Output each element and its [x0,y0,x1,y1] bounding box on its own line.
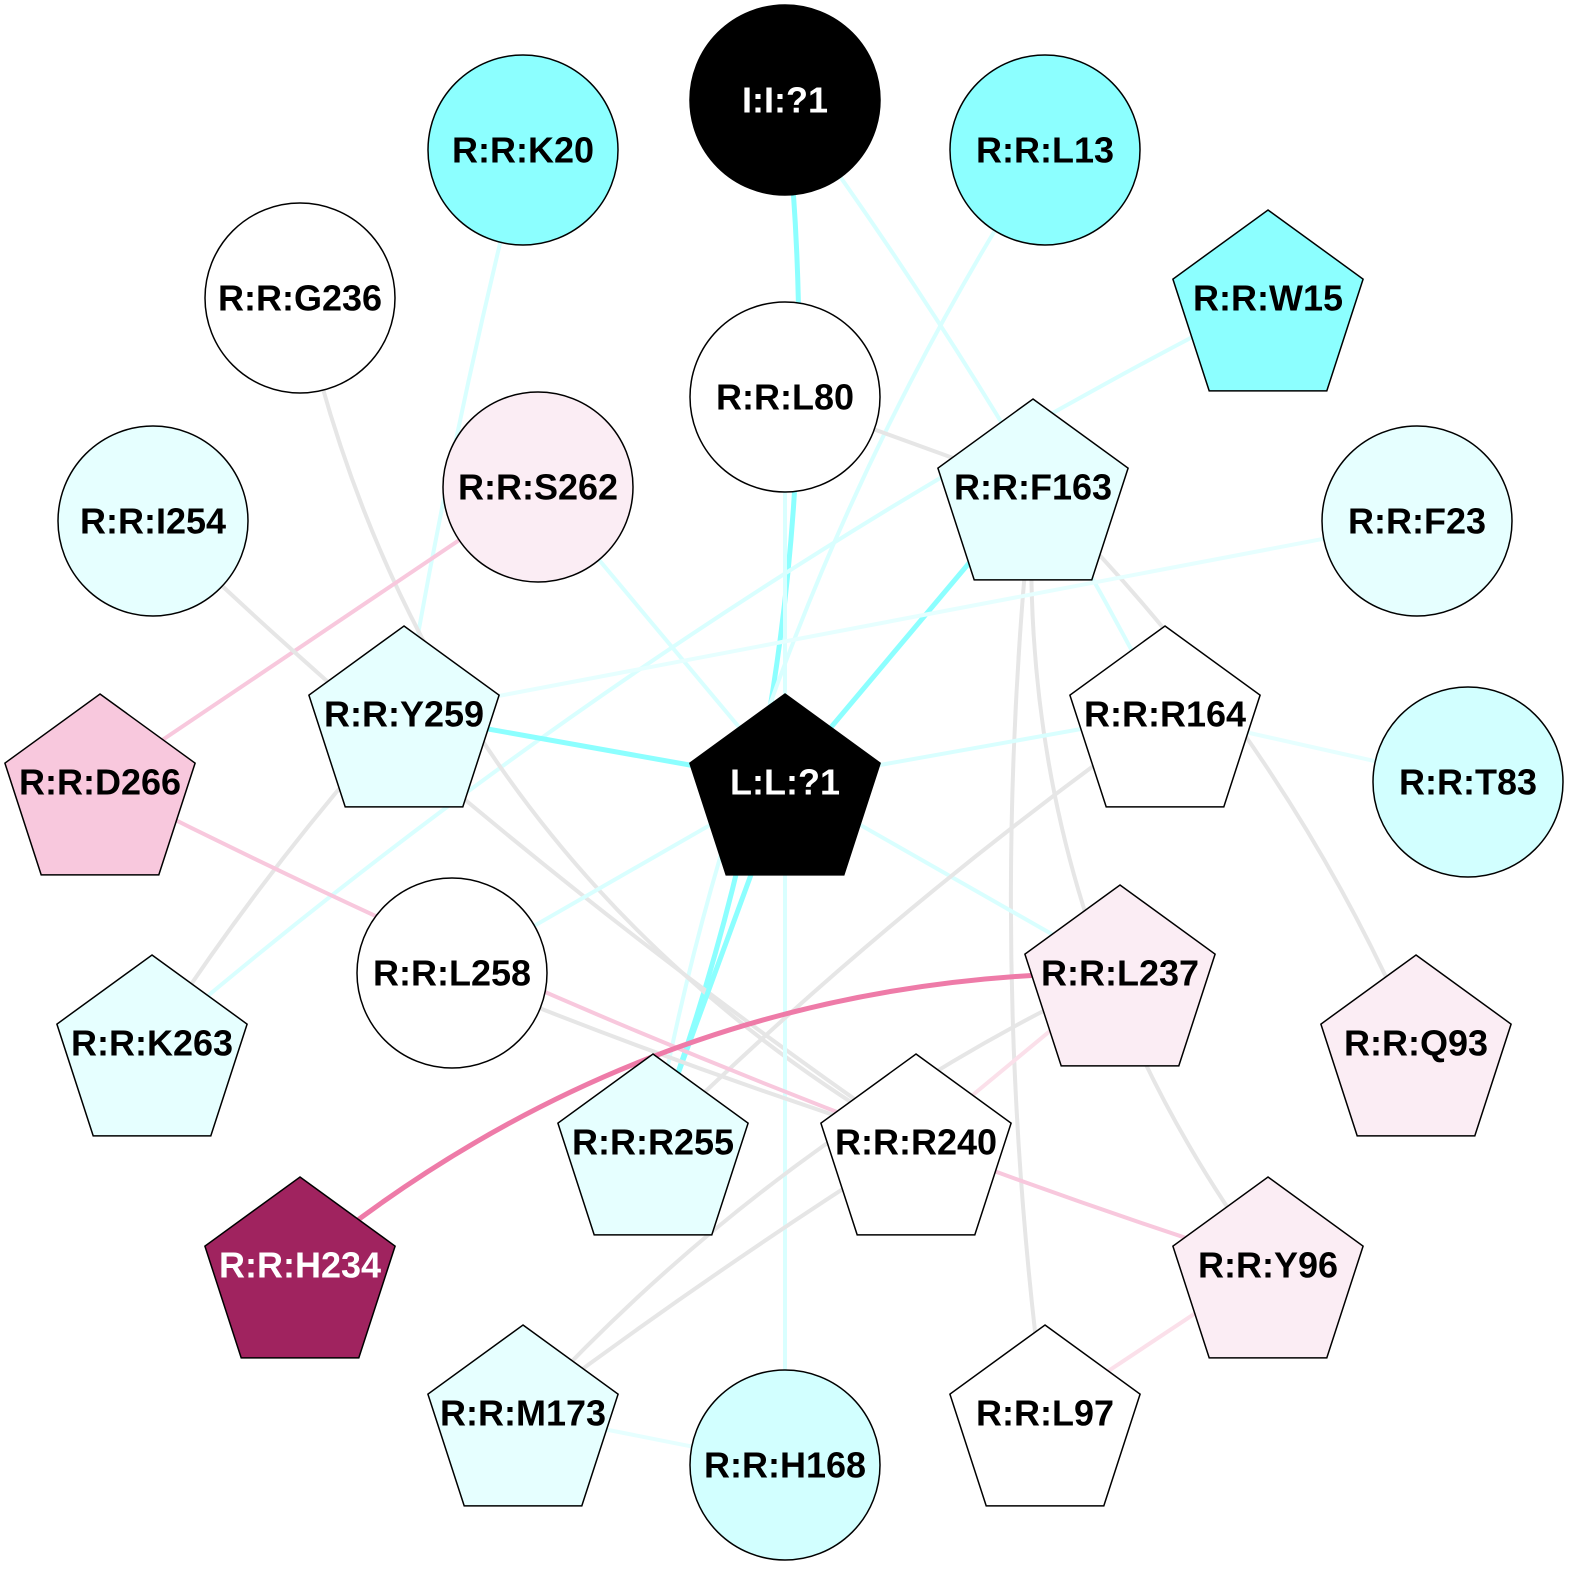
node-label: R:R:D266 [19,762,181,803]
node-label: R:R:L97 [976,1393,1114,1434]
node-pentagon [557,1053,749,1236]
node-r-r-l13: R:R:L13 [949,54,1141,246]
node-r-r-r240: R:R:R240 [820,1053,1012,1236]
node-r-r-l97: R:R:L97 [949,1324,1141,1507]
node-r-r-i254: R:R:I254 [57,425,249,617]
node-circle [689,4,881,196]
node-r-r-h234: R:R:H234 [204,1176,396,1359]
node-r-r-l237: R:R:L237 [1024,884,1216,1067]
node-label: R:R:I254 [80,501,226,542]
node-r-r-k20: R:R:K20 [427,54,619,246]
node-label: R:R:L237 [1041,953,1199,994]
node-r-r-g236: R:R:G236 [204,202,396,394]
edge-r-r-g236-to-r-r-r240 [298,297,918,1144]
node-label: I:I:?1 [742,80,828,121]
node-label: R:R:G236 [218,278,382,319]
node-pentagon [1320,954,1512,1137]
node-r-r-r255: R:R:R255 [557,1053,749,1236]
node-label: R:R:M173 [440,1393,606,1434]
node-circle [204,202,396,394]
node-label: R:R:W15 [1193,278,1343,319]
edge-r-r-w15-to-r-r-k263 [150,296,1269,1045]
node-r-r-l80: R:R:L80 [689,301,881,493]
node-r-r-t83: R:R:T83 [1372,686,1564,878]
node-pentagon [1069,625,1261,808]
node-r-r-y259: R:R:Y259 [308,625,500,808]
node-label: R:R:L258 [373,953,531,994]
node-pentagon [1024,884,1216,1067]
edge-i-i-1-to-r-r-r255 [650,99,802,1143]
edges-layer [98,98,1469,1467]
node-r-r-s262: R:R:S262 [442,391,634,583]
edge-r-r-f23-to-r-r-y259 [403,519,1418,716]
node-label: R:R:Y96 [1198,1245,1338,1286]
node-label: R:R:F163 [954,467,1112,508]
node-label: R:R:Y259 [324,694,484,735]
node-circle [427,54,619,246]
node-r-r-q93: R:R:Q93 [1320,954,1512,1137]
edge-r-r-f163-to-r-r-q93 [1031,485,1418,1044]
edge-r-r-l13-to-r-r-r255 [651,148,1047,1143]
node-label: R:R:H234 [219,1245,381,1286]
node-r-r-f163: R:R:F163 [937,398,1129,581]
node-pentagon [689,693,881,876]
node-label: R:R:K20 [452,130,594,171]
edge-r-r-l237-to-r-r-h234 [298,970,1121,1267]
node-r-r-h168: R:R:H168 [689,1369,881,1561]
node-pentagon [949,1324,1141,1507]
node-pentagon [1172,209,1364,392]
edge-i-i-1-to-r-r-r164 [783,98,1167,715]
node-r-r-m173: R:R:M173 [427,1324,619,1507]
node-label: R:R:R255 [572,1122,734,1163]
edge-r-r-l237-to-r-r-m173 [521,971,1121,1415]
node-r-r-f23: R:R:F23 [1321,425,1513,617]
edge-r-r-f163-to-r-r-y96 [1029,486,1270,1267]
node-circle [949,54,1141,246]
node-r-r-d266: R:R:D266 [4,693,196,876]
node-label: R:R:H168 [704,1445,866,1486]
node-label: R:R:F23 [1348,501,1486,542]
node-l-l-1: L:L:?1 [689,693,881,876]
node-r-r-k263: R:R:K263 [56,954,248,1137]
node-r-r-w15: R:R:W15 [1172,209,1364,392]
nodes-layer: I:I:?1 R:R:K20 R:R:L13 R:R:G236 R:R:W15 R:R:L… [4,4,1564,1561]
node-circle [57,425,249,617]
node-pentagon [1172,1176,1364,1359]
node-label: R:R:T83 [1399,762,1537,803]
node-pentagon [4,693,196,876]
node-r-r-r164: R:R:R164 [1069,625,1261,808]
node-circle [1372,686,1564,878]
node-label: R:R:L80 [716,377,854,418]
node-label: R:R:Q93 [1344,1023,1488,1064]
node-label: L:L:?1 [730,762,840,803]
node-label: R:R:R164 [1084,694,1246,735]
node-label: R:R:R240 [835,1122,997,1163]
node-circle [442,391,634,583]
node-r-r-l258: R:R:L258 [356,877,548,1069]
node-pentagon [204,1176,396,1359]
node-circle [1321,425,1513,617]
node-circle [689,301,881,493]
edge-r-r-f163-to-r-r-l97 [1008,486,1047,1414]
node-label: R:R:L13 [976,130,1114,171]
node-circle [356,877,548,1069]
node-pentagon [308,625,500,808]
node-circle [689,1369,881,1561]
node-label: R:R:S262 [458,467,618,508]
node-i-i-1: I:I:?1 [689,4,881,196]
edge-r-r-i254-to-r-r-r240 [151,519,918,1144]
node-pentagon [820,1053,1012,1236]
node-label: R:R:K263 [71,1023,233,1064]
node-pentagon [427,1324,619,1507]
node-r-r-y96: R:R:Y96 [1172,1176,1364,1359]
node-pentagon [56,954,248,1137]
node-pentagon [937,398,1129,581]
